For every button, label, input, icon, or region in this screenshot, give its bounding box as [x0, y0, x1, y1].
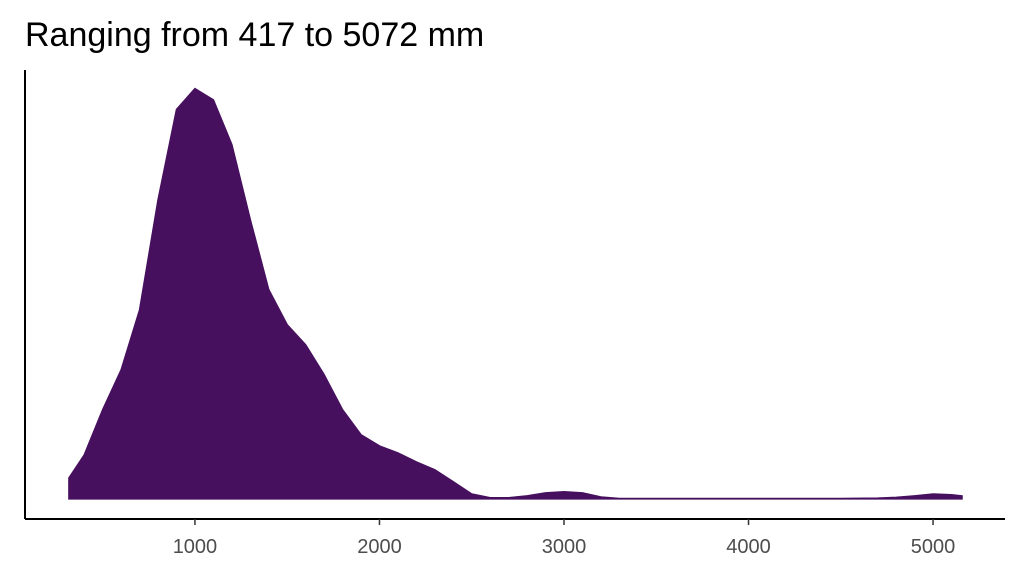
density-area: [68, 87, 963, 500]
x-tick-label: 1000: [173, 536, 218, 558]
x-tick-label: 2000: [357, 536, 402, 558]
x-tick-label: 3000: [542, 536, 587, 558]
x-tick-label: 5000: [911, 536, 956, 558]
chart-title: Ranging from 417 to 5072 mm: [25, 16, 484, 54]
x-tick-label: 4000: [726, 536, 771, 558]
